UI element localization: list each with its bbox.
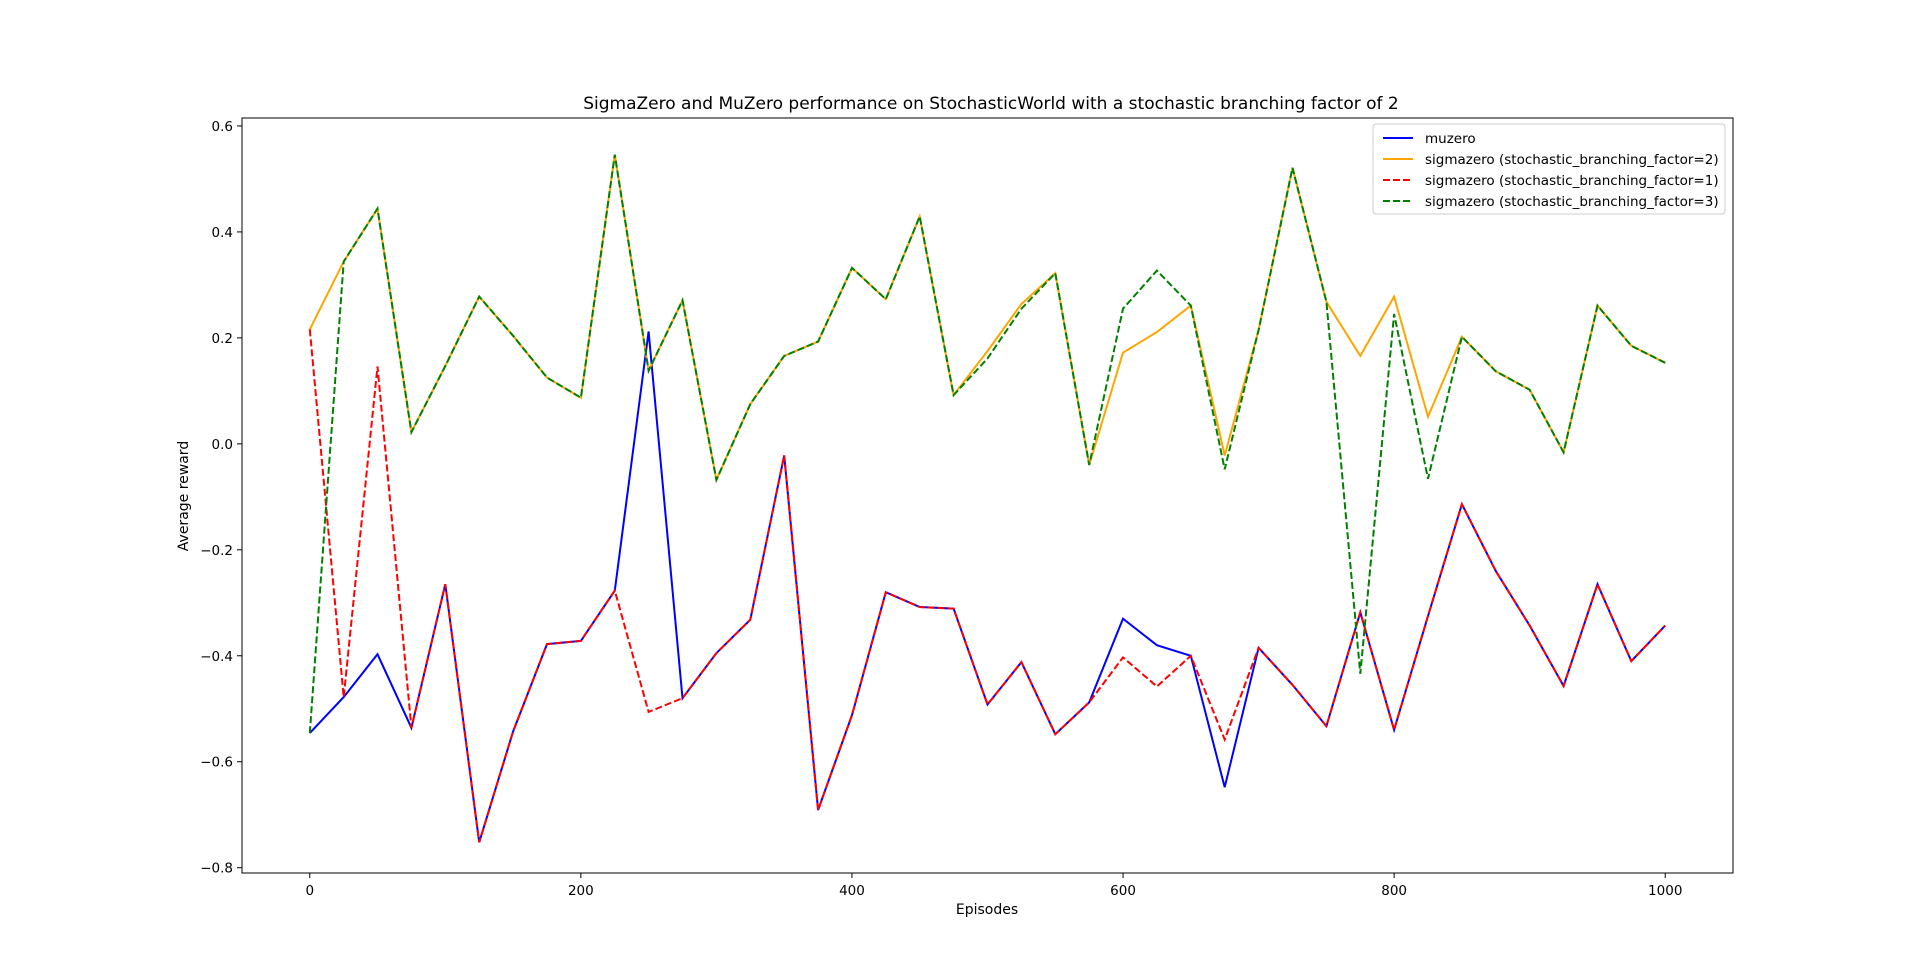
x-axis-label: Episodes bbox=[956, 902, 1018, 918]
y-tick-label: −0.8 bbox=[200, 861, 233, 877]
y-tick-label: 0.6 bbox=[212, 119, 233, 135]
plot-frame bbox=[241, 117, 1734, 874]
legend-label: sigmazero (stochastic_branching_factor=2… bbox=[1425, 152, 1719, 168]
y-tick-label: 0.0 bbox=[212, 437, 233, 453]
y-tick-label: 0.2 bbox=[212, 331, 233, 347]
chart-title: SigmaZero and MuZero performance on Stoc… bbox=[583, 94, 1398, 114]
x-tick-label: 200 bbox=[568, 883, 594, 899]
y-tick-label: −0.4 bbox=[200, 649, 233, 665]
x-tick-label: 400 bbox=[839, 883, 865, 899]
series-line-4 bbox=[308, 154, 1666, 734]
legend-label: muzero bbox=[1425, 131, 1476, 147]
legend-label: sigmazero (stochastic_branching_factor=1… bbox=[1425, 173, 1719, 189]
x-tick-label: 1000 bbox=[1648, 883, 1682, 899]
x-tick-label: 600 bbox=[1110, 883, 1136, 899]
x-axis: 0 200 400 600 800 1000 bbox=[305, 873, 1682, 899]
legend: muzero sigmazero (stochastic_branching_fa… bbox=[1372, 123, 1726, 215]
y-axis: −0.8 −0.6 −0.4 −0.2 0.0 0.2 0.4 0.6 bbox=[200, 119, 242, 877]
y-tick-label: −0.2 bbox=[200, 543, 233, 559]
y-tick-label: 0.4 bbox=[212, 225, 233, 241]
x-tick-label: 0 bbox=[305, 883, 314, 899]
y-axis-label: Average reward bbox=[176, 441, 192, 551]
series-layer bbox=[308, 154, 1666, 843]
legend-label: sigmazero (stochastic_branching_factor=3… bbox=[1425, 194, 1719, 210]
y-tick-label: −0.6 bbox=[200, 755, 233, 771]
plot-area bbox=[241, 117, 1734, 874]
series-line-3 bbox=[308, 329, 1666, 843]
legend-frame bbox=[1372, 123, 1726, 215]
x-tick-label: 800 bbox=[1381, 883, 1407, 899]
